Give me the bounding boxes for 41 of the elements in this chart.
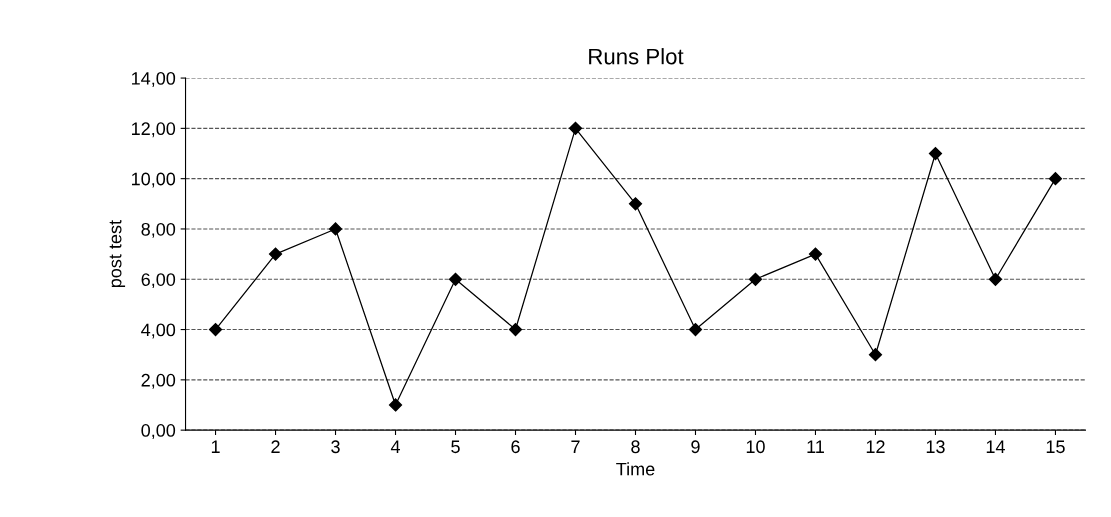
x-tick-label: 10 (746, 440, 765, 454)
point (568, 121, 583, 135)
point (748, 272, 763, 286)
y-tick-label: 0,00 (141, 424, 176, 439)
point (808, 247, 823, 261)
point (628, 197, 643, 211)
x-tick-label: 6 (511, 440, 520, 454)
x-tick-label: 5 (451, 440, 460, 454)
y-tick-label: 6,00 (141, 273, 176, 289)
x-tick-label: 4 (390, 440, 401, 453)
point (208, 322, 223, 337)
y-tick-label: 4,00 (141, 323, 176, 339)
point (268, 247, 283, 261)
x-tick-label: 14 (986, 440, 1005, 453)
x-tick-label: 7 (571, 440, 580, 453)
x-tick-label: 9 (691, 440, 700, 454)
y-tick-label: 10,00 (132, 172, 176, 188)
y-tick-label: 12,00 (132, 122, 176, 138)
x-tick-label: 11 (807, 440, 824, 453)
point (388, 398, 403, 412)
x-tick-label: 3 (331, 440, 340, 454)
y-tick-label: 2,00 (141, 373, 176, 389)
x-tick-label: 8 (631, 440, 640, 454)
point (988, 272, 1003, 286)
chart-title: Runs Plot (589, 48, 684, 65)
x-tick-label: 15 (1046, 440, 1065, 454)
x-tick-label: 13 (926, 440, 945, 454)
point (328, 222, 343, 236)
x-axis-title: Time (616, 462, 655, 476)
point (1048, 172, 1063, 186)
point (868, 348, 883, 362)
x-tick-label: 1 (211, 440, 220, 453)
y-tick-label: 8,00 (141, 222, 176, 238)
point (688, 322, 703, 337)
x-tick-label: 12 (866, 440, 885, 453)
y-tick-label: 14,00 (132, 72, 176, 87)
point (508, 322, 523, 337)
point (928, 146, 943, 161)
y-axis-title: post test (109, 220, 126, 288)
point (448, 272, 463, 286)
x-tick-label: 2 (271, 440, 280, 453)
